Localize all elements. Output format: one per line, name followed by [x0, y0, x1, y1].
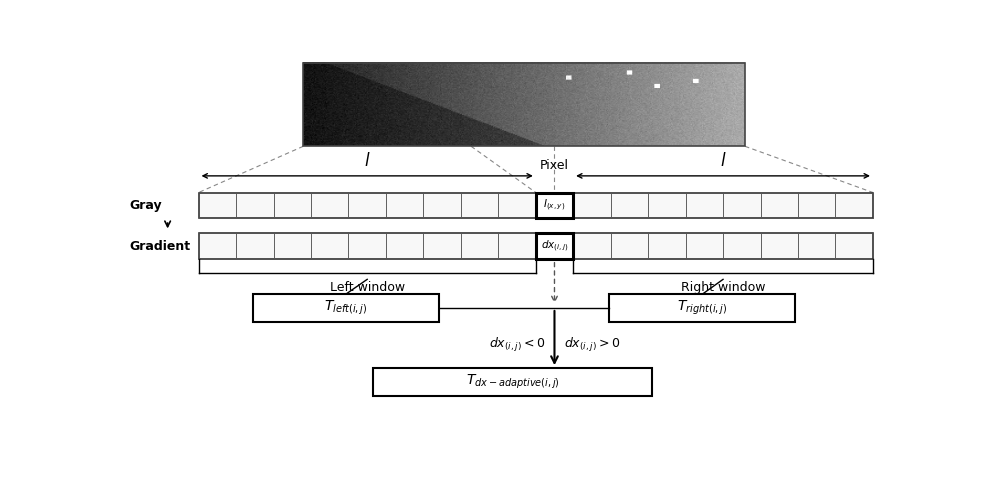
Bar [274, 192, 311, 218]
Text: $I_{(x,y)}$: $I_{(x,y)}$ [543, 198, 566, 213]
Bar [648, 192, 686, 218]
Bar [236, 192, 274, 218]
Bar [573, 192, 611, 218]
Bar [236, 233, 274, 259]
Bar [536, 233, 573, 259]
Text: $l$: $l$ [364, 152, 370, 170]
Text: $T_{dx-adaptive(i,j)}$: $T_{dx-adaptive(i,j)}$ [466, 373, 559, 391]
Bar [761, 192, 798, 218]
Text: $dx_{(i,j)} > 0$: $dx_{(i,j)} > 0$ [564, 336, 620, 354]
Bar [199, 233, 236, 259]
Text: $dx_{(i,j)}$: $dx_{(i,j)}$ [541, 239, 568, 254]
Bar [373, 368, 652, 396]
Bar [253, 294, 439, 322]
Bar [609, 294, 795, 322]
Bar [386, 192, 423, 218]
Bar [761, 233, 798, 259]
Bar [648, 233, 686, 259]
Text: Left window: Left window [330, 281, 405, 294]
Bar [798, 192, 835, 218]
Bar [611, 192, 648, 218]
Bar [536, 233, 573, 259]
Bar [611, 233, 648, 259]
Text: Gray: Gray [129, 199, 162, 212]
Bar [498, 233, 536, 259]
Bar [498, 192, 536, 218]
Bar [423, 233, 461, 259]
Text: $T_{left(i,j)}$: $T_{left(i,j)}$ [324, 299, 368, 317]
Bar [348, 192, 386, 218]
Text: $l$: $l$ [720, 152, 726, 170]
Bar [311, 233, 348, 259]
Bar [536, 192, 573, 218]
Text: Pixel: Pixel [540, 159, 569, 172]
Bar [686, 192, 723, 218]
Bar [199, 233, 873, 259]
Text: Gradient: Gradient [129, 240, 190, 252]
Bar [798, 233, 835, 259]
Text: Right window: Right window [681, 281, 765, 294]
Bar [461, 233, 498, 259]
Bar [835, 233, 873, 259]
Bar [199, 192, 236, 218]
Bar [723, 192, 761, 218]
Bar [573, 233, 611, 259]
Bar [303, 63, 745, 146]
Bar [461, 192, 498, 218]
Bar [423, 192, 461, 218]
Bar [311, 192, 348, 218]
Bar [835, 192, 873, 218]
Bar [199, 192, 873, 218]
Bar [686, 233, 723, 259]
Bar [536, 192, 573, 218]
Bar [723, 233, 761, 259]
Bar [386, 233, 423, 259]
Text: $dx_{(i,j)} < 0$: $dx_{(i,j)} < 0$ [489, 336, 545, 354]
Bar [274, 233, 311, 259]
Text: $T_{right(i,j)}$: $T_{right(i,j)}$ [677, 299, 728, 317]
Bar [348, 233, 386, 259]
